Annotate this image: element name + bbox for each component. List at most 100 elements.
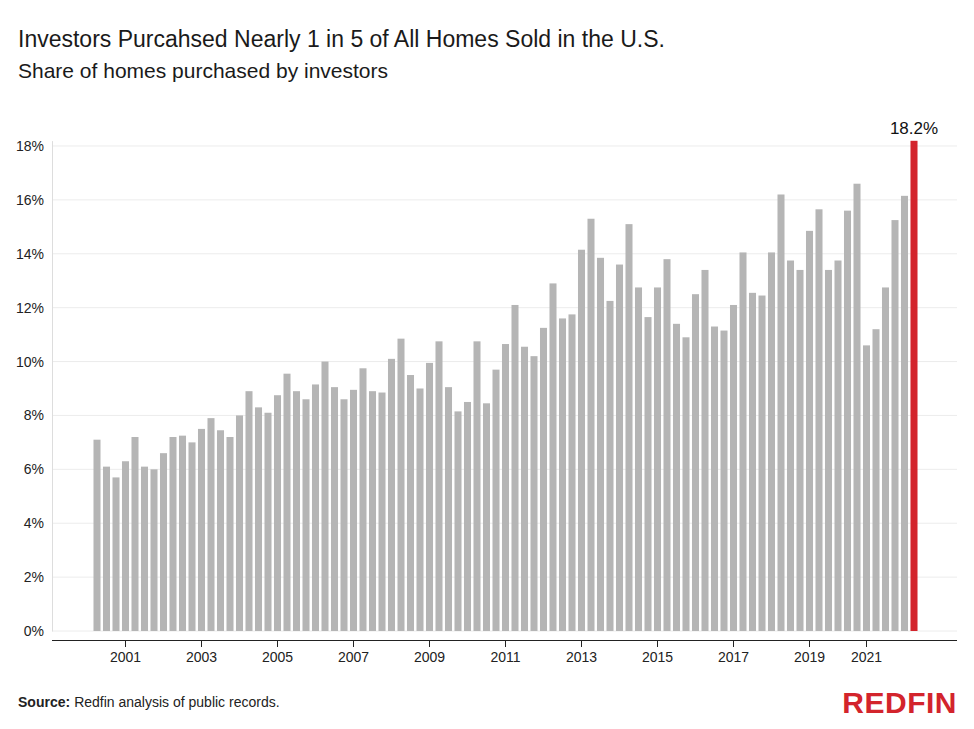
x-tick: 2003 <box>186 640 217 665</box>
y-tick: 6% <box>24 461 52 477</box>
bar <box>188 442 195 631</box>
bar <box>777 194 784 631</box>
x-tick-label: 2001 <box>110 649 141 665</box>
bar <box>673 324 680 631</box>
bar <box>521 347 528 631</box>
bar <box>502 344 509 631</box>
x-tick-label: 2009 <box>414 649 445 665</box>
bar <box>217 430 224 631</box>
grid-line <box>52 199 957 200</box>
bar <box>464 402 471 631</box>
bar <box>901 196 908 631</box>
x-tick-label: 2005 <box>262 649 293 665</box>
y-tick-label: 10% <box>16 354 44 370</box>
bar <box>825 270 832 631</box>
bar <box>445 387 452 631</box>
x-tick: 2015 <box>642 640 673 665</box>
bar <box>150 469 157 631</box>
bar <box>236 415 243 631</box>
bar <box>274 395 281 631</box>
bar <box>644 317 651 631</box>
y-tick: 8% <box>24 407 52 423</box>
bar <box>435 341 442 631</box>
bar <box>245 391 252 631</box>
bar <box>597 258 604 631</box>
bar <box>112 477 119 631</box>
x-tick: 2005 <box>262 640 293 665</box>
bar <box>492 370 499 631</box>
bar <box>264 413 271 631</box>
bar <box>654 287 661 631</box>
bar <box>530 356 537 631</box>
bar <box>606 301 613 631</box>
bar <box>359 368 366 631</box>
x-tick-label: 2003 <box>186 649 217 665</box>
y-tick-label: 12% <box>16 300 44 316</box>
bar <box>559 318 566 631</box>
x-tick: 2007 <box>338 640 369 665</box>
y-tick-label: 14% <box>16 246 44 262</box>
y-tick-label: 16% <box>16 192 44 208</box>
bar <box>321 362 328 631</box>
x-tick-mark <box>733 640 734 647</box>
bar <box>198 429 205 631</box>
bar <box>730 305 737 631</box>
y-tick-label: 2% <box>24 569 44 585</box>
x-tick: 2011 <box>490 640 520 665</box>
x-tick-mark <box>809 640 810 647</box>
y-axis-line <box>52 141 53 631</box>
x-tick-label: 2013 <box>566 649 597 665</box>
bar <box>635 287 642 631</box>
x-axis-line <box>52 640 957 641</box>
bar <box>293 391 300 631</box>
bar <box>388 359 395 631</box>
x-axis: 2001200320052007200920112013201520172019… <box>52 640 957 665</box>
bar <box>416 388 423 631</box>
x-tick-mark <box>277 640 278 647</box>
y-tick-label: 4% <box>24 515 44 531</box>
bar <box>758 296 765 631</box>
bar <box>692 294 699 631</box>
source: Source:Redfin analysis of public records… <box>18 694 280 710</box>
bar <box>796 270 803 631</box>
bar <box>454 411 461 631</box>
bar <box>844 211 851 631</box>
bar <box>473 341 480 631</box>
x-tick: 2019 <box>794 640 825 665</box>
bar <box>369 391 376 631</box>
y-tick: 0% <box>24 623 52 639</box>
bar <box>331 387 338 631</box>
bar <box>350 390 357 631</box>
bar <box>312 384 319 631</box>
title: Investors Purcahsed Nearly 1 in 5 of All… <box>18 26 665 52</box>
grid-line <box>52 145 957 146</box>
data-labels: 18.2% <box>890 119 938 138</box>
x-tick-mark <box>505 640 506 647</box>
logo: REDFIN <box>842 686 957 719</box>
y-tick: 18% <box>16 138 52 154</box>
bar <box>93 440 100 631</box>
source-text: Redfin analysis of public records. <box>74 694 279 710</box>
x-tick: 2021 <box>851 640 882 665</box>
subtitle: Share of homes purchased by investors <box>18 59 388 82</box>
bar <box>568 314 575 631</box>
x-tick-mark <box>866 640 867 647</box>
y-tick: 12% <box>16 300 52 316</box>
y-tick-label: 6% <box>24 461 44 477</box>
y-axis: 0% 2% 4% 6% 8% 10% 12% 14% 16% 18% <box>16 138 53 639</box>
y-tick-label: 18% <box>16 138 44 154</box>
x-tick-label: 2007 <box>338 649 369 665</box>
bar <box>625 224 632 631</box>
bar <box>739 252 746 631</box>
y-tick: 14% <box>16 246 52 262</box>
x-tick-mark <box>429 640 430 647</box>
bar <box>701 270 708 631</box>
bar <box>663 259 670 631</box>
bar <box>853 184 860 631</box>
x-tick-label: 2019 <box>794 649 825 665</box>
bar <box>340 399 347 631</box>
bar <box>872 329 879 631</box>
bar <box>682 337 689 631</box>
bar <box>768 252 775 631</box>
bar <box>255 407 262 631</box>
